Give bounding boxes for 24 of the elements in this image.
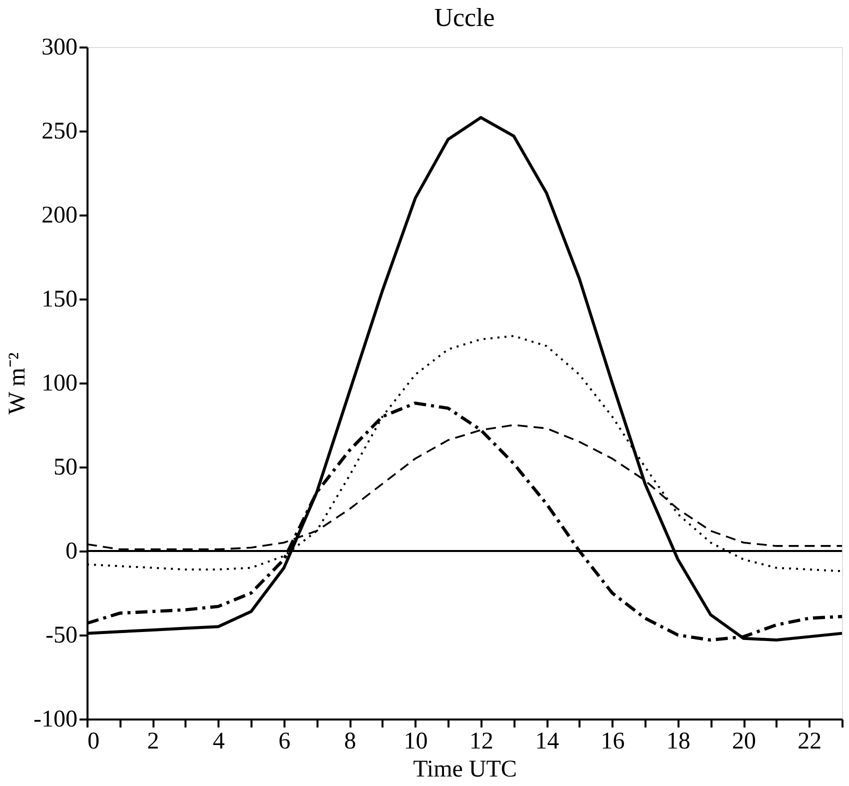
x-axis-title: Time UTC xyxy=(413,756,517,782)
y-axis-title: W m⁻² xyxy=(4,352,31,415)
y-tick-label: 150 xyxy=(42,286,78,312)
y-tick-label: 50 xyxy=(54,454,78,480)
x-tick-label: 10 xyxy=(404,728,428,754)
y-tick-label: 200 xyxy=(42,202,78,228)
x-tick-label: 4 xyxy=(212,728,225,754)
y-tick-label: -100 xyxy=(34,706,78,732)
x-tick-label: 20 xyxy=(732,728,756,754)
x-tick-label: 22 xyxy=(798,728,822,754)
y-tick-label: 100 xyxy=(42,370,78,396)
chart-title: Uccle xyxy=(434,3,495,32)
x-tick-label: 6 xyxy=(278,728,290,754)
x-tick-label: 2 xyxy=(147,728,160,754)
x-tick-label: 8 xyxy=(344,728,356,754)
y-tick-label: 300 xyxy=(42,34,78,60)
x-tick-label: 14 xyxy=(535,728,560,754)
y-tick-label: 0 xyxy=(66,538,78,564)
y-tick-label: -50 xyxy=(46,622,78,648)
x-tick-label: 18 xyxy=(666,728,690,754)
y-tick-label: 250 xyxy=(42,118,78,144)
x-tick-label: 12 xyxy=(469,728,494,754)
x-tick-label: 0 xyxy=(88,728,100,754)
x-tick-label: 16 xyxy=(600,728,625,754)
